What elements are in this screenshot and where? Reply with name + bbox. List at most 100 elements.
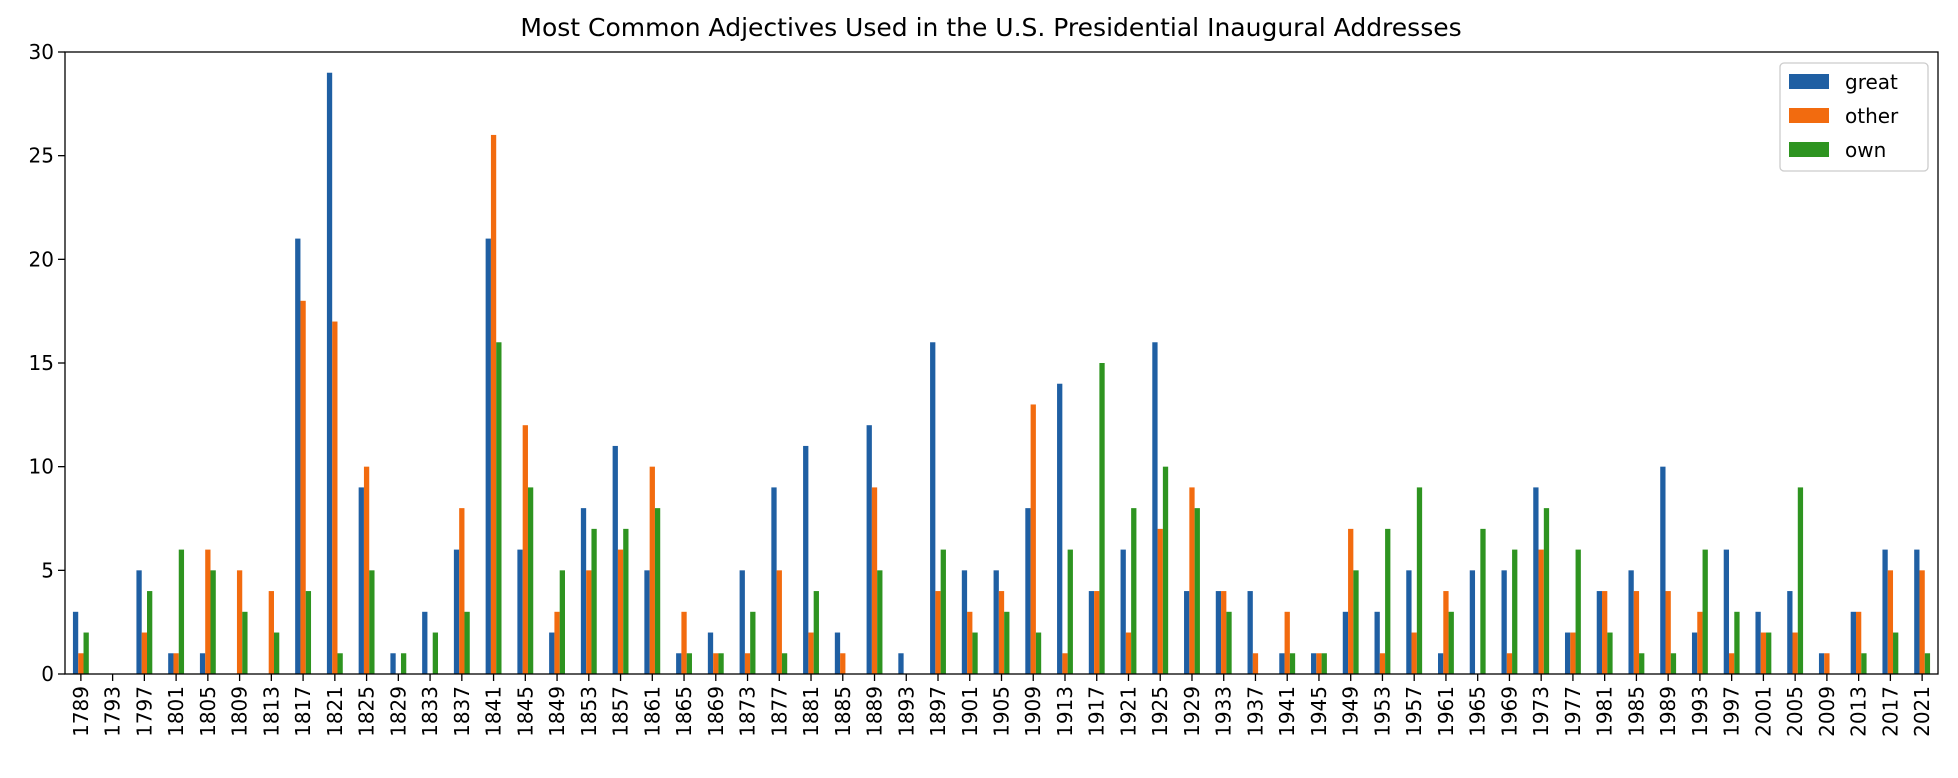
bar-great-1869 [707,632,714,674]
x-tick-label: 1853 [577,686,601,737]
bar-other-1985 [1633,591,1640,674]
bar-own-2013 [1861,653,1867,674]
bar-great-1861 [644,570,650,674]
bar-own-1993 [1702,549,1708,674]
y-tick-label: 10 [29,455,54,479]
x-tick-label: 1909 [1021,686,1045,737]
bar-great-1801 [168,653,174,674]
bar-great-1885 [834,632,841,674]
bar-great-1825 [358,487,364,674]
bar-other-1949 [1348,528,1354,674]
x-tick-label: 1873 [736,686,760,737]
bar-own-1973 [1543,508,1550,674]
bar-own-1825 [369,570,375,674]
bar-other-1981 [1602,591,1608,674]
bar-own-1789 [83,632,89,674]
bar-other-1881 [808,632,814,674]
x-tick-label: 2001 [1751,686,1775,737]
bar-great-1933 [1215,591,1222,674]
bar-great-1961 [1438,653,1444,674]
bar-other-1901 [967,611,973,674]
bar-great-1865 [676,653,682,674]
bar-great-1913 [1057,383,1063,674]
bar-great-1945 [1311,653,1317,674]
bar-other-2021 [1919,570,1925,674]
bar-own-1853 [591,528,597,674]
bar-great-1829 [390,653,396,674]
bar-great-1977 [1564,632,1571,674]
bar-other-2009 [1824,653,1830,674]
bar-own-1945 [1321,653,1327,674]
x-tick-label: 1797 [132,686,156,737]
bar-other-1997 [1729,653,1735,674]
x-tick-label: 1789 [69,686,93,737]
bar-own-1857 [623,528,629,674]
x-tick-label: 2017 [1878,686,1902,737]
bar-other-2005 [1792,632,1798,674]
bar-great-1993 [1691,632,1698,674]
bar-own-1881 [813,591,819,674]
bar-great-1909 [1025,508,1031,674]
legend-swatch-other [1789,108,1829,123]
bar-great-1965 [1469,570,1476,674]
x-tick-label: 1869 [704,686,728,737]
bar-other-1825 [363,466,370,674]
bar-own-1801 [178,549,185,674]
legend: great other own [1779,62,1929,172]
bar-other-1857 [617,549,624,674]
bar-great-1981 [1596,591,1603,674]
x-tick-label: 2005 [1783,686,1807,737]
legend-label-great: great [1845,70,1898,94]
bar-own-1901 [972,632,978,674]
x-tick-label: 1849 [545,686,569,737]
bar-great-1805 [199,653,206,674]
bar-great-1989 [1660,466,1666,674]
bar-great-1969 [1501,570,1507,674]
bar-great-2001 [1755,611,1761,674]
bar-great-1897 [930,342,936,674]
bar-great-1853 [580,508,587,674]
x-tick-label: 1917 [1085,686,1109,737]
bar-other-1789 [78,653,84,674]
bar-own-1865 [686,653,692,674]
x-tick-label: 1893 [894,686,918,737]
bar-own-1917 [1099,363,1105,674]
bar-other-1801 [173,653,179,674]
x-tick-label: 1993 [1688,686,1712,737]
x-tick-label: 1821 [323,686,347,737]
x-tick-label: 1989 [1656,686,1680,737]
bar-own-2021 [1924,653,1931,674]
x-tick-label: 1889 [863,686,887,737]
x-tick-label: 1825 [355,686,379,737]
y-tick-label: 15 [29,351,54,375]
bar-great-1949 [1342,611,1349,674]
bar-other-1993 [1697,611,1703,674]
bar-own-1861 [654,508,661,674]
x-tick-label: 1929 [1180,686,1204,737]
bar-other-2017 [1887,570,1894,674]
bar-other-1957 [1411,632,1417,674]
bar-own-2001 [1766,632,1772,674]
x-tick-label: 1953 [1370,686,1394,737]
bar-other-1841 [490,134,497,674]
bar-own-1905 [1004,611,1010,674]
bar-other-1977 [1570,632,1576,674]
bar-great-1901 [961,570,968,674]
bar-other-1953 [1379,653,1386,674]
x-tick-label: 1981 [1593,686,1617,737]
bar-own-1877 [781,653,788,674]
bar-other-1973 [1538,549,1544,674]
y-tick-label: 30 [29,40,54,64]
bar-other-1925 [1157,528,1163,674]
x-tick-label: 1905 [990,686,1014,737]
legend-swatch-own [1789,142,1829,157]
bar-great-1953 [1374,611,1380,674]
bar-great-1789 [72,611,79,674]
x-tick-label: 1877 [767,686,791,737]
bar-own-1933 [1226,611,1232,674]
x-tick-label: 1801 [164,686,188,737]
bar-great-1877 [771,487,777,674]
bar-great-1833 [422,611,428,674]
bar-other-1849 [554,611,560,674]
